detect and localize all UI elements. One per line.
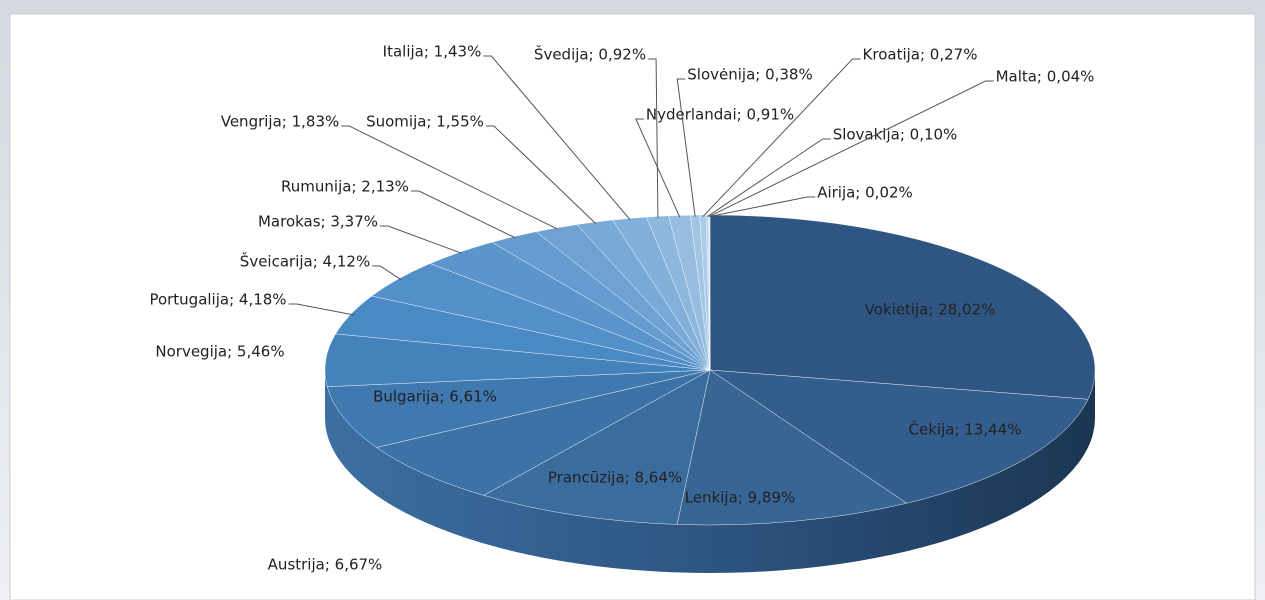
pie: Vokietija; 28,02% Čekija; 13,44% Lenkija; … bbox=[149, 43, 1096, 574]
pie-slice bbox=[324, 333, 711, 387]
data-label: Malta; 0,04% bbox=[996, 68, 1095, 86]
leader-line bbox=[635, 118, 681, 218]
leader-line bbox=[372, 265, 402, 281]
leader-line bbox=[288, 303, 355, 316]
data-label: Rumunija; 2,13% bbox=[281, 178, 409, 196]
leader-line bbox=[702, 58, 861, 217]
leader-line bbox=[708, 80, 994, 217]
leader-line bbox=[410, 190, 516, 239]
leader-line bbox=[709, 196, 816, 218]
data-label: Austrija; 6,67% bbox=[268, 556, 383, 574]
data-label: Nyderlandai; 0,91% bbox=[646, 106, 794, 124]
data-label: Švedija; 0,92% bbox=[534, 45, 646, 64]
data-label: Kroatija; 0,27% bbox=[863, 46, 978, 64]
leader-line bbox=[707, 138, 831, 217]
pie-slice bbox=[326, 369, 711, 448]
pie-slice bbox=[709, 214, 1096, 400]
leader-line bbox=[648, 58, 659, 218]
pie-slice bbox=[376, 369, 711, 496]
data-label: Vokietija; 28,02% bbox=[865, 301, 996, 319]
data-label: Portugalija; 4,18% bbox=[149, 291, 286, 309]
leader-line bbox=[483, 55, 631, 221]
leader-line bbox=[676, 78, 696, 217]
pie-slice bbox=[676, 369, 908, 526]
data-label: Italija; 1,43% bbox=[383, 43, 482, 61]
pie-side bbox=[325, 370, 1095, 573]
data-label: Norvegija; 5,46% bbox=[155, 343, 284, 361]
leader-line bbox=[380, 225, 463, 254]
data-label: Čekija; 13,44% bbox=[909, 420, 1022, 439]
data-label: Prancūzija; 8,64% bbox=[548, 469, 682, 487]
data-label: Suomija; 1,55% bbox=[366, 113, 484, 131]
data-label: Airija; 0,02% bbox=[817, 184, 913, 202]
data-label: Slovėnija; 0,38% bbox=[687, 66, 812, 84]
data-label: Šveicarija; 4,12% bbox=[240, 252, 370, 271]
data-label: Marokas; 3,37% bbox=[258, 213, 378, 231]
data-label: Bulgarija; 6,61% bbox=[373, 388, 497, 406]
data-label: Lenkija; 9,89% bbox=[685, 489, 796, 507]
data-label: Slovakija; 0,10% bbox=[833, 126, 958, 144]
pie-slice bbox=[709, 369, 1089, 504]
pie-slice bbox=[483, 369, 711, 525]
leader-line bbox=[341, 125, 559, 230]
leader-line bbox=[485, 125, 597, 224]
data-label: Vengrija; 1,83% bbox=[221, 113, 340, 131]
